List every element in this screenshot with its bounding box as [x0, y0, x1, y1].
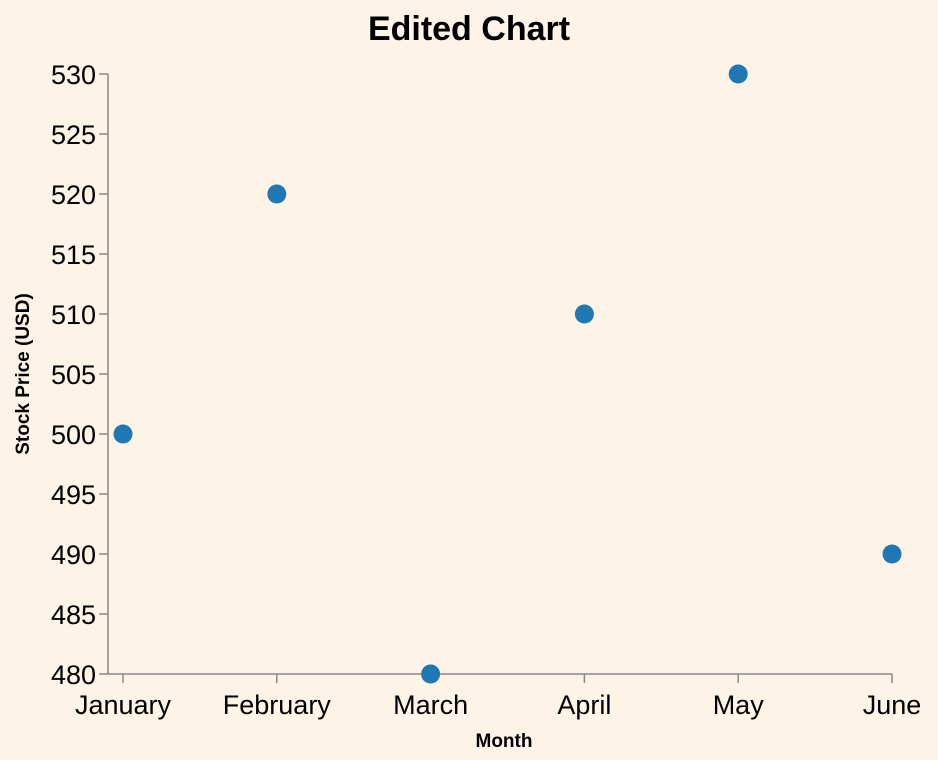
chart-title: Edited Chart: [368, 10, 570, 48]
x-axis: January February March April May June: [75, 674, 921, 720]
x-tick-label: April: [557, 690, 611, 720]
y-axis-title: Stock Price (USD): [13, 293, 34, 455]
y-tick-label: 490: [51, 540, 96, 570]
y-tick-label: 525: [51, 120, 96, 150]
y-tick-label: 515: [51, 240, 96, 270]
y-tick-label: 505: [51, 360, 96, 390]
data-point: [267, 184, 287, 204]
y-tick-label: 480: [51, 660, 96, 690]
data-point: [113, 424, 133, 444]
y-tick-label: 500: [51, 420, 96, 450]
y-axis: 480 485 490 495 500 505 510 515 520 525 530: [51, 60, 108, 690]
x-axis-title: Month: [476, 731, 533, 752]
data-point: [882, 544, 902, 564]
x-tick-label: June: [863, 690, 922, 720]
data-point: [574, 304, 594, 324]
y-tick-label: 495: [51, 480, 96, 510]
x-tick-label: February: [223, 690, 332, 720]
x-tick-label: March: [393, 690, 468, 720]
y-tick-label: 485: [51, 600, 96, 630]
data-point: [421, 664, 441, 684]
data-points: [113, 64, 902, 684]
x-tick-label: May: [713, 690, 765, 720]
y-tick-label: 530: [51, 60, 96, 90]
y-tick-label: 510: [51, 300, 96, 330]
x-tick-label: January: [75, 690, 172, 720]
y-tick-label: 520: [51, 180, 96, 210]
data-point: [728, 64, 748, 84]
